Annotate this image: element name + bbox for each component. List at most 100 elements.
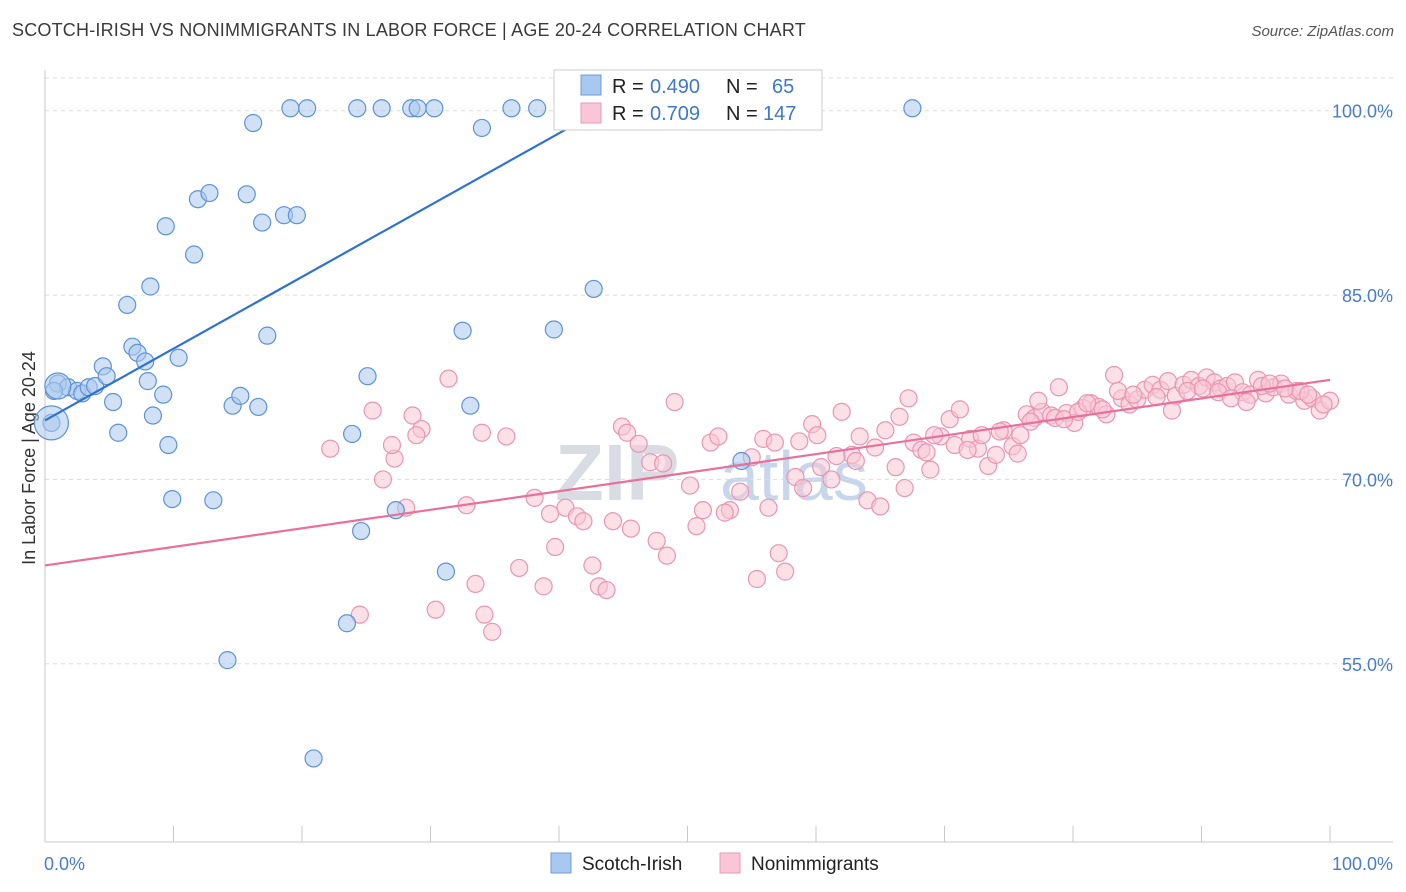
scotch-irish-point bbox=[200, 183, 219, 203]
legend-r-value-2: 0.709 bbox=[650, 103, 700, 125]
scotch-irish-point bbox=[169, 348, 188, 367]
nonimmigrants-point bbox=[525, 488, 544, 507]
nonimmigrants-point bbox=[603, 512, 623, 531]
nonimmigrants-points bbox=[321, 365, 1340, 641]
scotch-irish-point bbox=[163, 490, 182, 509]
nonimmigrants-point bbox=[466, 574, 485, 594]
nonimmigrants-point bbox=[794, 478, 813, 498]
scotch-irish-point bbox=[143, 406, 163, 425]
scotch-irish-point bbox=[33, 405, 70, 441]
scotch-irish-point bbox=[154, 385, 173, 404]
nonimmigrants-point bbox=[895, 478, 914, 498]
nonimmigrants-point bbox=[1078, 394, 1097, 413]
y-axis-label: In Labor Force | Age 20-24 bbox=[19, 351, 39, 565]
legend-swatch-scotch-irish bbox=[580, 74, 602, 96]
nonimmigrants-point bbox=[1275, 379, 1295, 398]
scotch-irish-point bbox=[231, 386, 250, 405]
nonimmigrants-point bbox=[871, 497, 890, 516]
scotch-irish-point bbox=[104, 392, 123, 412]
series-legend: Scotch-Irish Nonimmigrants bbox=[550, 852, 879, 875]
nonimmigrants-point bbox=[574, 512, 593, 531]
scotch-irish-point bbox=[436, 562, 456, 581]
legend-n-value-1: 65 bbox=[772, 76, 794, 98]
y-tick-label: 100.0% bbox=[1332, 102, 1393, 122]
nonimmigrants-trend-line bbox=[44, 378, 1331, 567]
nonimmigrants-point bbox=[403, 406, 422, 425]
scotch-irish-point bbox=[258, 326, 277, 345]
nonimmigrants-point bbox=[583, 556, 602, 575]
nonimmigrants-point bbox=[850, 427, 869, 446]
scotch-irish-point bbox=[44, 372, 72, 400]
nonimmigrants-point bbox=[846, 451, 865, 471]
nonimmigrants-point bbox=[812, 458, 831, 477]
nonimmigrants-point bbox=[990, 422, 1009, 441]
nonimmigrants-point bbox=[546, 537, 565, 557]
nonimmigrants-point bbox=[540, 504, 560, 523]
nonimmigrants-point bbox=[822, 470, 841, 489]
scotch-irish-point bbox=[343, 424, 362, 444]
scotch-irish-point bbox=[372, 99, 391, 118]
nonimmigrants-point bbox=[475, 605, 494, 624]
legend-swatch-nonimmigrants bbox=[580, 102, 602, 124]
nonimmigrants-point bbox=[665, 392, 684, 412]
scotch-irish-point bbox=[97, 367, 116, 386]
nonimmigrants-point bbox=[483, 622, 502, 641]
legend-n-value-2: 147 bbox=[763, 103, 796, 125]
nonimmigrants-point bbox=[1193, 379, 1212, 398]
nonimmigrants-point bbox=[1105, 365, 1124, 385]
nonimmigrants-point bbox=[1124, 385, 1143, 404]
scotch-irish-point bbox=[732, 451, 751, 471]
nonimmigrants-point bbox=[439, 369, 458, 388]
scotch-irish-point bbox=[352, 521, 371, 541]
scotch-irish-point bbox=[337, 614, 357, 633]
scotch-irish-point bbox=[408, 99, 427, 118]
nonimmigrants-point bbox=[876, 421, 895, 440]
y-tick-label: 70.0% bbox=[1342, 470, 1393, 490]
scotch-irish-point bbox=[156, 217, 175, 236]
nonimmigrants-point bbox=[890, 407, 909, 426]
scotch-irish-point bbox=[502, 99, 521, 118]
scotch-irish-trend-line bbox=[44, 103, 611, 422]
scotch-irish-point bbox=[141, 277, 160, 296]
scotch-irish-point bbox=[584, 279, 603, 299]
nonimmigrants-point bbox=[709, 427, 728, 446]
nonimmigrants-point bbox=[986, 445, 1006, 464]
scotch-irish-point bbox=[281, 99, 300, 118]
nonimmigrants-point bbox=[472, 423, 491, 442]
scotch-irish-point bbox=[287, 206, 306, 225]
scotch-irish-point bbox=[453, 321, 472, 340]
nonimmigrants-point bbox=[426, 600, 445, 619]
scotch-irish-point bbox=[348, 99, 367, 118]
legend-r-label-1: R = bbox=[612, 76, 644, 98]
scotch-irish-point bbox=[544, 320, 563, 339]
bottom-legend-label-scotch-irish: Scotch-Irish bbox=[582, 854, 682, 875]
bottom-legend-swatch-scotch-irish bbox=[550, 852, 572, 874]
nonimmigrants-point bbox=[958, 440, 977, 460]
nonimmigrants-point bbox=[680, 476, 700, 495]
nonimmigrants-point bbox=[647, 531, 666, 550]
legend-n-label-1: N = bbox=[726, 76, 758, 98]
nonimmigrants-point bbox=[373, 470, 393, 489]
nonimmigrants-point bbox=[950, 400, 970, 419]
nonimmigrants-point bbox=[808, 426, 827, 445]
y-tick-labels: 55.0% 70.0% 85.0% 100.0% bbox=[1332, 102, 1393, 675]
nonimmigrants-point bbox=[1093, 400, 1112, 419]
nonimmigrants-point bbox=[350, 605, 369, 624]
scotch-irish-point bbox=[159, 435, 178, 455]
nonimmigrants-point bbox=[1029, 391, 1048, 410]
nonimmigrants-point bbox=[1237, 392, 1256, 412]
nonimmigrants-point bbox=[687, 517, 706, 536]
y-tick-label: 85.0% bbox=[1342, 286, 1393, 306]
legend-r-value-1: 0.490 bbox=[650, 76, 700, 98]
nonimmigrants-point bbox=[921, 460, 940, 479]
nonimmigrants-point bbox=[693, 501, 713, 520]
nonimmigrants-point bbox=[382, 435, 402, 455]
scotch-irish-point bbox=[461, 396, 480, 415]
nonimmigrants-point bbox=[1049, 378, 1068, 397]
nonimmigrants-point bbox=[629, 434, 648, 453]
scotch-irish-point bbox=[204, 491, 223, 510]
legend-n-label-2: N = bbox=[726, 103, 758, 125]
nonimmigrants-point bbox=[759, 498, 778, 517]
nonimmigrants-point bbox=[899, 389, 918, 408]
